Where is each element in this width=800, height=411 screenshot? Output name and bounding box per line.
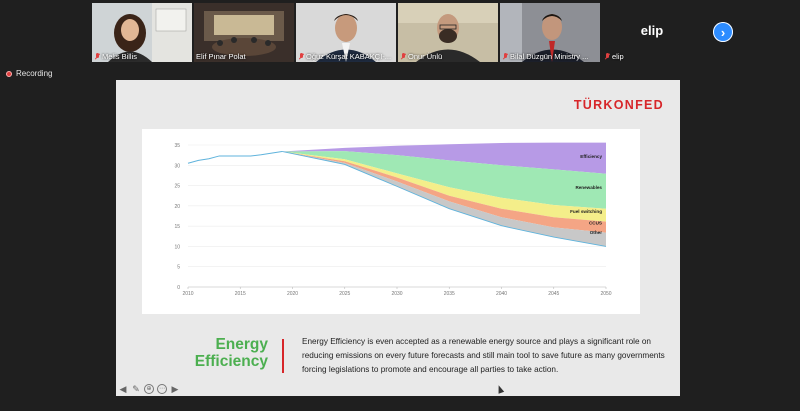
slide-heading: Energy Efficiency xyxy=(176,336,268,370)
participant-tile-no-video[interactable]: elip elip xyxy=(602,3,702,62)
x-tick-label: 2010 xyxy=(182,291,193,297)
area-band-fuel-switching xyxy=(282,151,606,222)
x-tick-label: 2050 xyxy=(600,291,611,297)
participant-name-label: Elif Pınar Polat xyxy=(196,52,292,61)
slide-controls: ◀ ✎ ⊕ ⋯ ▶ xyxy=(118,384,180,394)
historical-line xyxy=(187,150,283,164)
y-tick-label: 30 xyxy=(174,163,180,169)
video-feed xyxy=(92,3,192,62)
mic-muted-icon xyxy=(604,53,610,60)
y-tick-label: 35 xyxy=(174,143,180,149)
pen-icon[interactable]: ✎ xyxy=(132,384,140,394)
recording-label: Recording xyxy=(16,69,53,78)
x-tick-label: 2035 xyxy=(444,291,455,297)
participant-name-label: elip xyxy=(604,52,700,61)
video-feed xyxy=(296,3,396,62)
mic-muted-icon xyxy=(298,53,304,60)
series-label: Other xyxy=(590,230,602,235)
slide-divider xyxy=(282,339,284,373)
previous-slide-icon[interactable]: ◀ xyxy=(119,384,127,394)
participant-name: Oğuz Kürşat KABAKÇI-... xyxy=(306,52,392,61)
video-feed xyxy=(398,3,498,62)
next-participants-button[interactable]: › xyxy=(713,22,733,42)
slide-heading-line1: Energy xyxy=(215,336,268,353)
y-tick-label: 0 xyxy=(177,285,180,291)
mic-muted-icon xyxy=(94,53,100,60)
next-slide-icon[interactable]: ▶ xyxy=(171,384,179,394)
chevron-right-icon: › xyxy=(720,24,726,40)
series-label: Fuel switching xyxy=(570,209,602,214)
chart-card: 0 5 10 15 20 25 30 35 2010 2015 2020 2025 2030 2035 20… xyxy=(142,129,640,314)
menu-icon[interactable]: ⋯ xyxy=(157,384,167,394)
x-tick-label: 2030 xyxy=(391,291,402,297)
recording-indicator[interactable]: Recording xyxy=(6,69,52,78)
video-feed xyxy=(500,3,600,62)
participant-name: elip xyxy=(612,52,624,61)
participant-name: Onur Ünlü xyxy=(408,52,443,61)
y-tick-label: 20 xyxy=(174,204,180,210)
x-tick-label: 2040 xyxy=(496,291,507,297)
participant-name: Bilal Düzgün Ministry ... xyxy=(510,52,589,61)
participant-tile[interactable]: Melis Billis xyxy=(92,3,192,62)
y-tick-label: 5 xyxy=(177,265,180,271)
participant-name: Melis Billis xyxy=(102,52,138,61)
x-tick-label: 2015 xyxy=(235,291,246,297)
y-tick-label: 15 xyxy=(174,224,180,230)
series-label: Efficiency xyxy=(580,154,602,159)
area-band-efficiency xyxy=(282,142,606,174)
participant-name: Elif Pınar Polat xyxy=(196,52,246,61)
area-band-renewables xyxy=(282,151,606,209)
y-tick-label: 25 xyxy=(174,184,180,190)
area-band-ccus xyxy=(282,151,606,233)
slide-logo: TÜRKONFED xyxy=(573,98,664,112)
mic-muted-icon xyxy=(400,53,406,60)
participant-name-label: Oğuz Kürşat KABAKÇI-... xyxy=(298,52,394,61)
participant-name-label: Melis Billis xyxy=(94,52,190,61)
video-feed xyxy=(194,3,294,62)
series-label: Renewables xyxy=(575,185,602,190)
x-tick-label: 2025 xyxy=(339,291,350,297)
participant-display-name: elip xyxy=(640,23,664,38)
slide-heading-line2: Efficiency xyxy=(194,353,268,370)
y-tick-label: 10 xyxy=(174,244,180,250)
participant-name-label: Bilal Düzgün Ministry ... xyxy=(502,52,598,61)
slide-body-text: Energy Efficiency is even accepted as a … xyxy=(302,337,665,374)
participant-tile[interactable]: Elif Pınar Polat xyxy=(194,3,294,62)
participant-tile[interactable]: Oğuz Kürşat KABAKÇI-... xyxy=(296,3,396,62)
participant-tile[interactable]: Bilal Düzgün Ministry ... xyxy=(500,3,600,62)
participant-strip: Melis Billis Elif Pınar Polat xyxy=(92,3,737,62)
mic-muted-icon xyxy=(502,53,508,60)
x-tick-label: 2020 xyxy=(287,291,298,297)
x-tick-label: 2045 xyxy=(548,291,559,297)
area-band-other xyxy=(282,151,606,247)
zoom-icon[interactable]: ⊕ xyxy=(144,384,154,394)
shared-screen: TÜRKONFED 0 5 10 15 20 25 30 35 2010 2015 2020 2025… xyxy=(116,80,680,396)
baseline-line xyxy=(281,151,607,247)
series-label: CCUS xyxy=(589,220,602,225)
participant-tile-active-speaker[interactable]: Onur Ünlü xyxy=(398,3,498,62)
participant-name-label: Onur Ünlü xyxy=(400,52,496,61)
record-dot-icon xyxy=(6,70,12,77)
